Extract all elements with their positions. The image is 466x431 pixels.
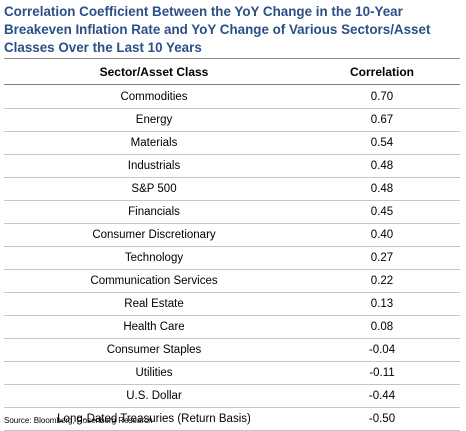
table-row: S&P 500 0.48 [4, 178, 460, 201]
table-row: Utilities -0.11 [4, 362, 460, 385]
row-name: Health Care [123, 321, 185, 333]
page-title: Correlation Coefficient Between the YoY … [4, 4, 431, 55]
row-name: Energy [135, 114, 173, 126]
table-row: Commodities 0.70 [4, 86, 460, 109]
source-note: Source: Bloomberg, Rosenberg Research [4, 416, 153, 425]
row-name: Consumer Staples [106, 344, 202, 356]
table-row: Communication Services 0.22 [4, 270, 460, 293]
table-row: Real Estate 0.13 [4, 293, 460, 316]
row-name: Industrials [127, 160, 181, 172]
header-sector-asset-class: Sector/Asset Class [99, 65, 209, 79]
row-name: Consumer Discretionary [92, 229, 216, 241]
row-value: 0.54 [370, 137, 394, 149]
table-body: Commodities 0.70 Energy 0.67 Materials 0… [4, 86, 460, 431]
row-name: Utilities [135, 367, 173, 379]
row-name: Communication Services [90, 275, 218, 287]
table-row: Financials 0.45 [4, 201, 460, 224]
row-value: 0.22 [370, 275, 394, 287]
row-value: 0.45 [370, 206, 394, 218]
table-row: Industrials 0.48 [4, 155, 460, 178]
row-name: Materials [130, 137, 178, 149]
row-name: Long-Dated Treasuries (Return Basis) [57, 413, 251, 425]
row-name: S&P 500 [131, 183, 177, 195]
row-value: 0.40 [370, 229, 394, 241]
row-name: Financials [128, 206, 180, 218]
row-value: 0.27 [370, 252, 394, 264]
row-value: 0.70 [370, 91, 394, 103]
row-value: 0.48 [370, 160, 394, 172]
table-row: Technology 0.27 [4, 247, 460, 270]
table-row: Health Care 0.08 [4, 316, 460, 339]
table-row: Energy 0.67 [4, 109, 460, 132]
row-value: -0.11 [369, 367, 395, 379]
row-value: -0.04 [368, 344, 396, 356]
title-divider [4, 58, 460, 59]
row-value: 0.48 [370, 183, 394, 195]
row-name: Commodities [120, 91, 188, 103]
table-row: Materials 0.54 [4, 132, 460, 155]
row-name: U.S. Dollar [126, 390, 182, 402]
row-value: 0.67 [370, 114, 394, 126]
row-value: -0.44 [368, 390, 396, 402]
table-row: Consumer Discretionary 0.40 [4, 224, 460, 247]
header-correlation: Correlation [349, 65, 414, 79]
row-name: Technology [124, 252, 184, 264]
table-header: Sector/Asset Class Correlation [4, 60, 460, 85]
table-row: U.S. Dollar -0.44 [4, 385, 460, 408]
row-value: -0.50 [368, 413, 396, 425]
row-name: Real Estate [124, 298, 184, 310]
row-value: 0.13 [370, 298, 394, 310]
row-value: 0.08 [370, 321, 394, 333]
table-row: Consumer Staples -0.04 [4, 339, 460, 362]
